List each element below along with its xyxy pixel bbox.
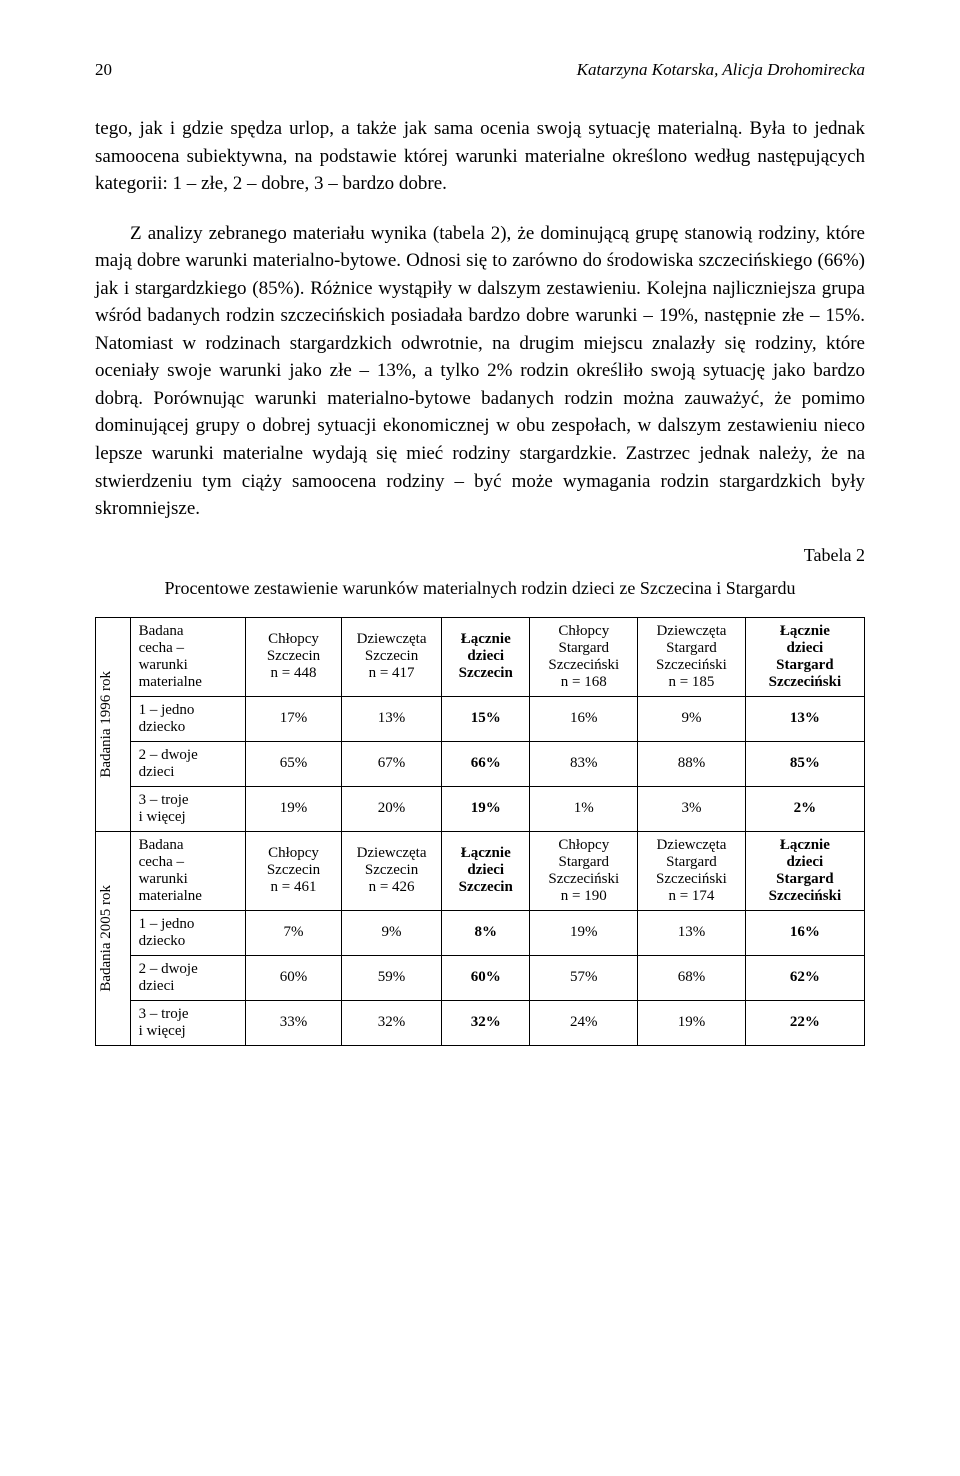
- s2-row2-label: 3 – trojei więcej: [130, 1000, 245, 1045]
- s2-row0-c4: 19%: [530, 910, 638, 955]
- header-col4-s1: ChłopcyStargardSzczecińskin = 168: [530, 617, 638, 696]
- s1-row1-c5: 88%: [638, 741, 746, 786]
- body-paragraph-1: tego, jak i gdzie spędza urlop, a także …: [95, 115, 865, 198]
- s1-row2-c2: 20%: [342, 786, 442, 831]
- header-col3-s2: ŁączniedzieciSzczecin: [442, 831, 530, 910]
- s1-row1-c3: 66%: [442, 741, 530, 786]
- data-table: Badania 1996 rok Badanacecha –warunkimat…: [95, 617, 865, 1046]
- s1-row2-c5: 3%: [638, 786, 746, 831]
- s2-row2-c4: 24%: [530, 1000, 638, 1045]
- header-col5-s1: DziewczętaStargardSzczecińskin = 185: [638, 617, 746, 696]
- s2-row2-c3: 32%: [442, 1000, 530, 1045]
- s1-row2-c1: 19%: [245, 786, 341, 831]
- s1-row1-label: 2 – dwojedzieci: [130, 741, 245, 786]
- s2-row0-c3: 8%: [442, 910, 530, 955]
- s2-row2-c5: 19%: [638, 1000, 746, 1045]
- s1-row0-c3: 15%: [442, 696, 530, 741]
- header-col6-s1: ŁączniedzieciStargardSzczeciński: [745, 617, 864, 696]
- header-col6-s2: ŁączniedzieciStargardSzczeciński: [745, 831, 864, 910]
- s1-row2-label: 3 – trojei więcej: [130, 786, 245, 831]
- s2-row0-label: 1 – jednodziecko: [130, 910, 245, 955]
- s2-row0-c2: 9%: [342, 910, 442, 955]
- s1-row1-c1: 65%: [245, 741, 341, 786]
- side-label-2005: Badania 2005 rok: [96, 831, 131, 1045]
- s2-row1-label: 2 – dwojedzieci: [130, 955, 245, 1000]
- s2-row1-c4: 57%: [530, 955, 638, 1000]
- s1-row2-c4: 1%: [530, 786, 638, 831]
- s2-row1-c6: 62%: [745, 955, 864, 1000]
- s1-row0-c5: 9%: [638, 696, 746, 741]
- authors: Katarzyna Kotarska, Alicja Drohomirecka: [577, 60, 865, 80]
- s2-row1-c1: 60%: [245, 955, 341, 1000]
- s2-row1-c3: 60%: [442, 955, 530, 1000]
- s1-row0-c6: 13%: [745, 696, 864, 741]
- s1-row0-c2: 13%: [342, 696, 442, 741]
- s2-row2-c1: 33%: [245, 1000, 341, 1045]
- s2-row2-c6: 22%: [745, 1000, 864, 1045]
- table-caption: Procentowe zestawienie warunków material…: [95, 578, 865, 599]
- header-col1-s2: ChłopcySzczecinn = 461: [245, 831, 341, 910]
- table-label: Tabela 2: [95, 545, 865, 566]
- s1-row0-c1: 17%: [245, 696, 341, 741]
- s2-row2-c2: 32%: [342, 1000, 442, 1045]
- header-col1-s1: ChłopcySzczecinn = 448: [245, 617, 341, 696]
- header-col5-s2: DziewczętaStargardSzczecińskin = 174: [638, 831, 746, 910]
- side-label-1996: Badania 1996 rok: [96, 617, 131, 831]
- header-col4-s2: ChłopcyStargardSzczecińskin = 190: [530, 831, 638, 910]
- s1-row0-c4: 16%: [530, 696, 638, 741]
- page-number: 20: [95, 60, 112, 80]
- header-col2-s2: DziewczętaSzczecinn = 426: [342, 831, 442, 910]
- header-col0-s2: Badanacecha –warunkimaterialne: [130, 831, 245, 910]
- s1-row0-label: 1 – jednodziecko: [130, 696, 245, 741]
- paragraph-1-text: tego, jak i gdzie spędza urlop, a także …: [95, 118, 865, 194]
- page-header: 20 Katarzyna Kotarska, Alicja Drohomirec…: [95, 60, 865, 80]
- s1-row1-c2: 67%: [342, 741, 442, 786]
- s1-row2-c6: 2%: [745, 786, 864, 831]
- body-paragraph-2: Z analizy zebranego materiału wynika (ta…: [95, 220, 865, 523]
- s1-row2-c3: 19%: [442, 786, 530, 831]
- header-col2-s1: DziewczętaSzczecinn = 417: [342, 617, 442, 696]
- s1-row1-c4: 83%: [530, 741, 638, 786]
- s2-row1-c5: 68%: [638, 955, 746, 1000]
- s2-row0-c5: 13%: [638, 910, 746, 955]
- header-col3-s1: ŁączniedzieciSzczecin: [442, 617, 530, 696]
- s2-row0-c6: 16%: [745, 910, 864, 955]
- s2-row1-c2: 59%: [342, 955, 442, 1000]
- header-col0-s1: Badanacecha –warunkimaterialne: [130, 617, 245, 696]
- s1-row1-c6: 85%: [745, 741, 864, 786]
- s2-row0-c1: 7%: [245, 910, 341, 955]
- paragraph-2-text: Z analizy zebranego materiału wynika (ta…: [95, 223, 865, 519]
